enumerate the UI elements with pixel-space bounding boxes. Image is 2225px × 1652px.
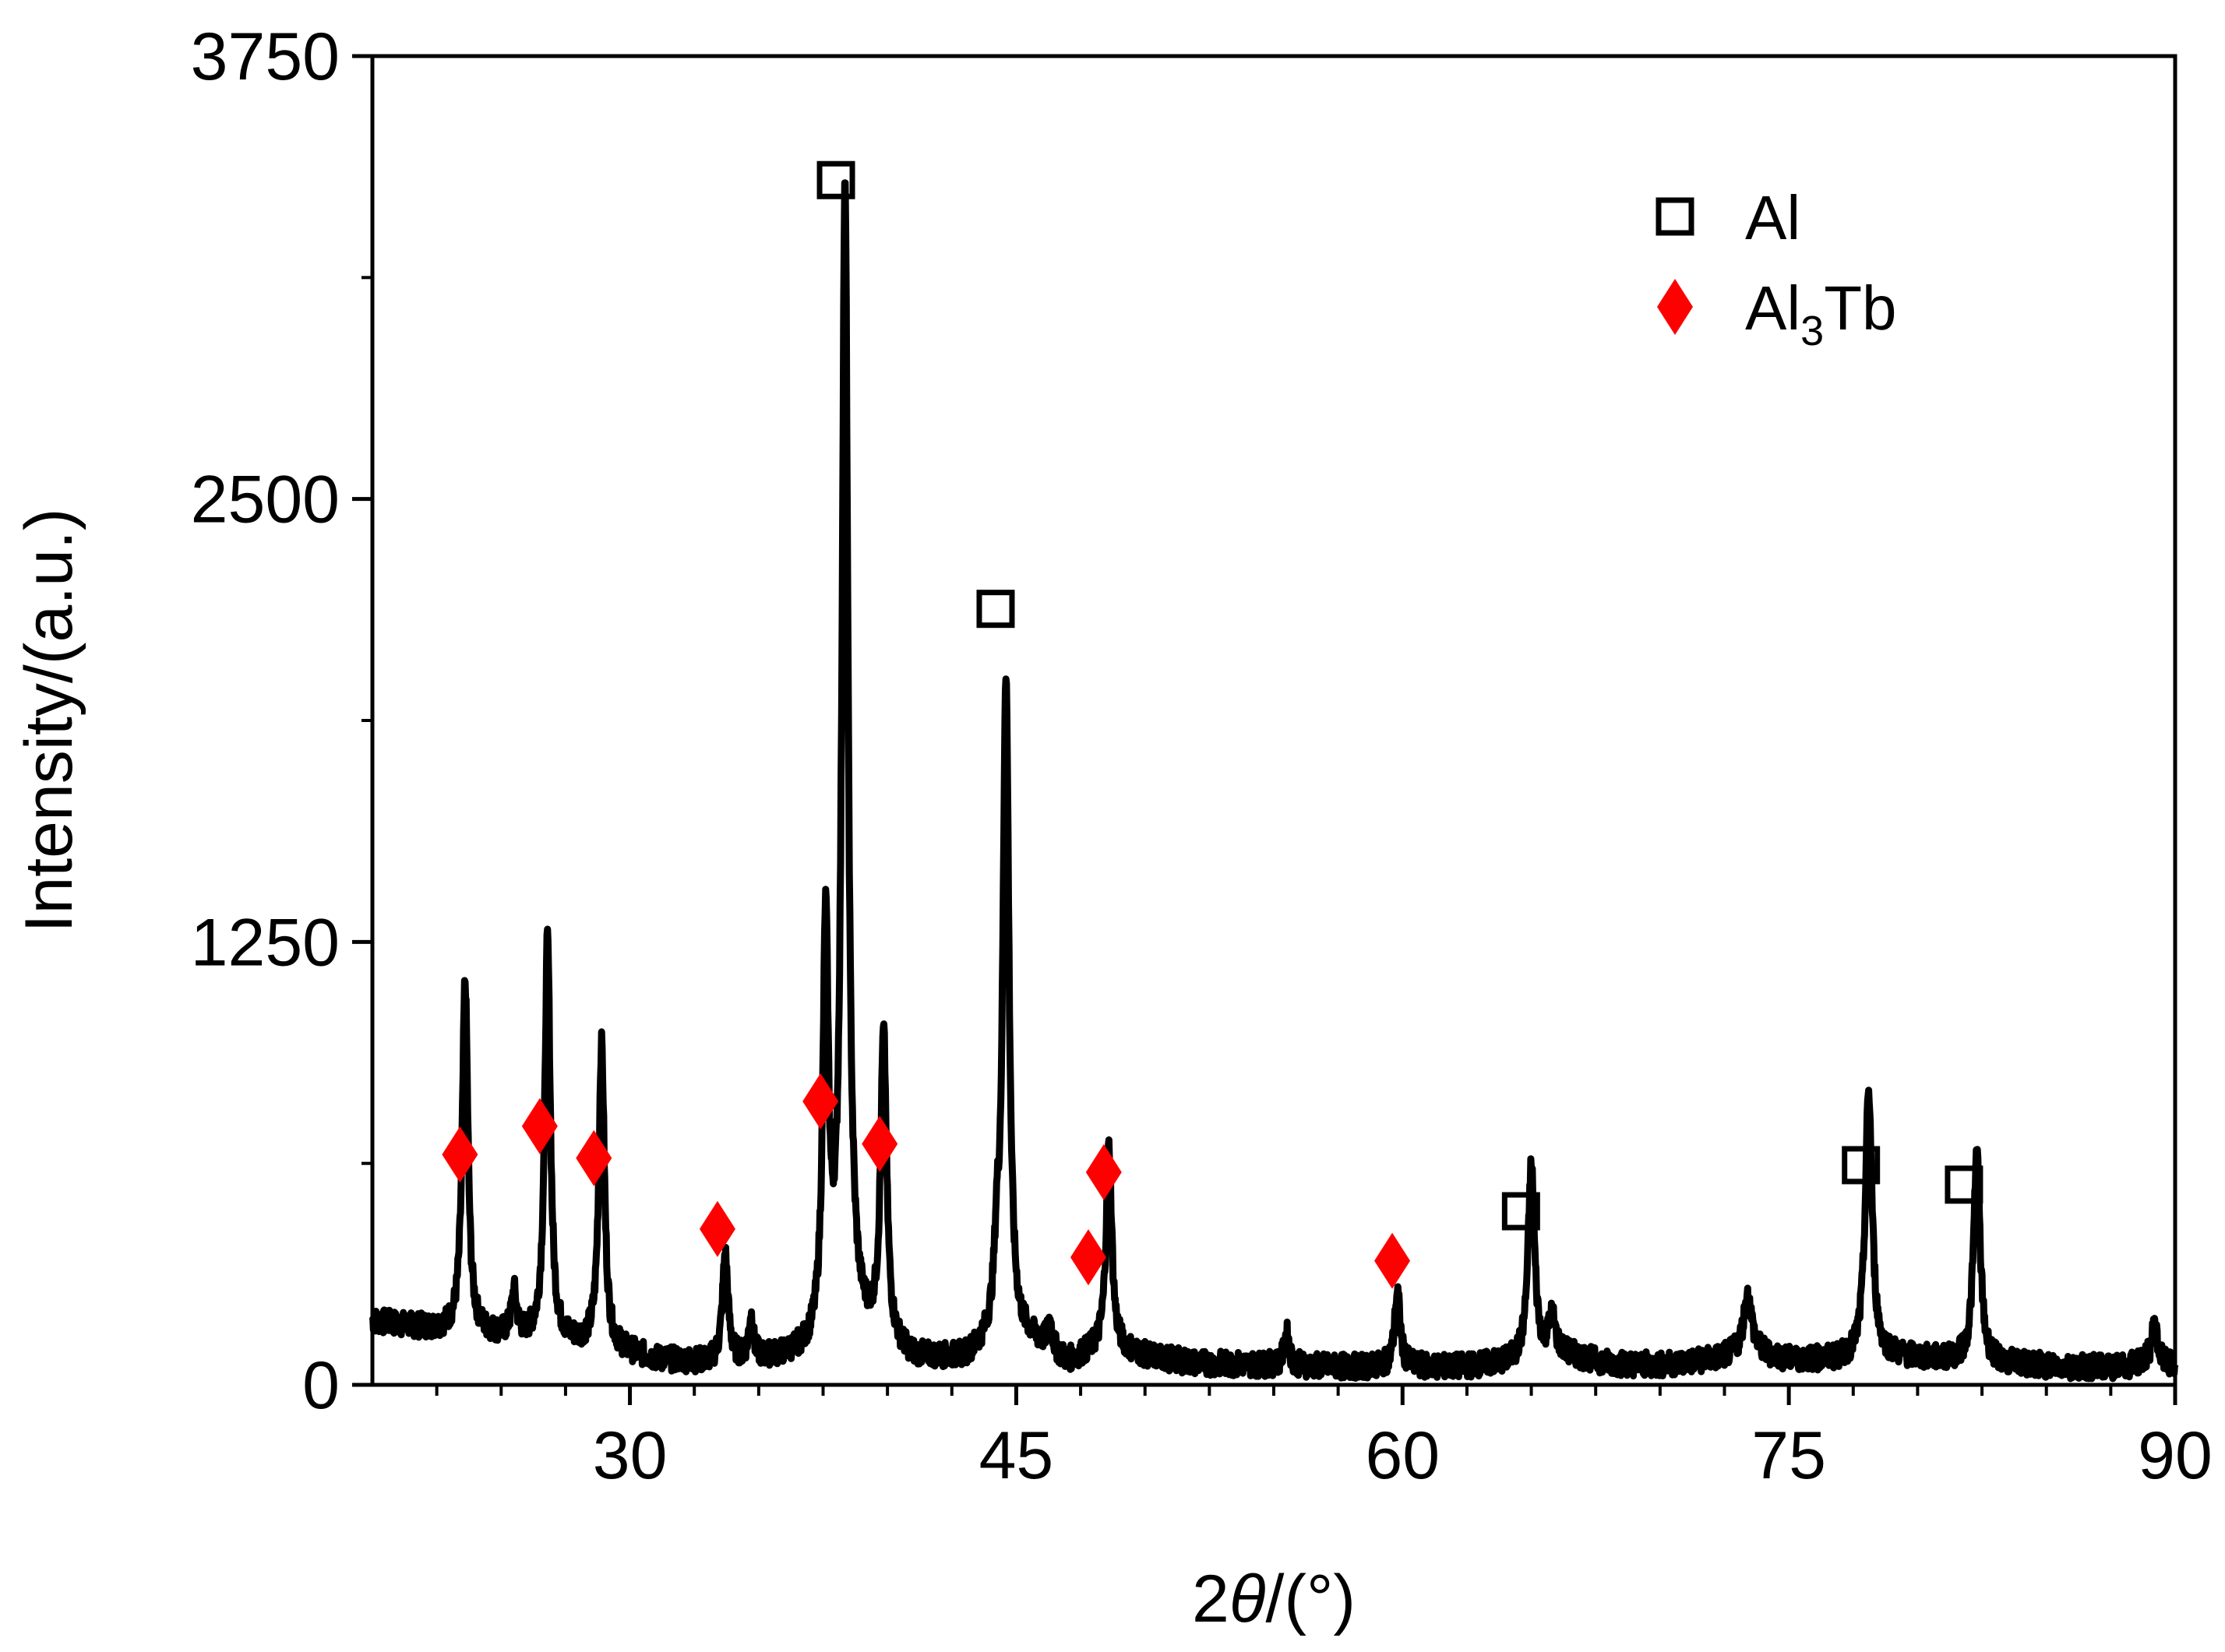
legend-al3tb-label: Al3Tb — [1745, 273, 1897, 354]
legend-al-square-icon — [1656, 197, 1694, 236]
y-tick-label: 3750 — [191, 19, 340, 94]
al-peak-marker — [1842, 1146, 1881, 1185]
xrd-pattern-line — [368, 179, 2179, 1383]
x-tick-label: 30 — [593, 1418, 668, 1493]
legend: Al Al3Tb — [1656, 183, 1897, 354]
x-tick-label: 90 — [2138, 1418, 2213, 1493]
x-axis-title: 2θ/(°) — [1192, 1562, 1356, 1636]
y-tick-label: 2500 — [191, 463, 340, 537]
al3tb-peak-marker — [1085, 1144, 1122, 1201]
plot-area — [368, 160, 2179, 1383]
x-tick-label: 45 — [979, 1418, 1054, 1493]
al3tb-peak-marker — [1374, 1232, 1411, 1289]
al-peak-marker — [816, 160, 855, 199]
al-peak-marker — [976, 590, 1015, 629]
x-tick-label: 75 — [1751, 1418, 1826, 1493]
y-tick-label: 1250 — [191, 905, 340, 980]
al3tb-peak-marker — [521, 1097, 558, 1154]
y-axis-title: Intensity/(a.u.) — [12, 509, 86, 933]
al3tb-peak-marker — [576, 1129, 612, 1186]
al3tb-peak-marker — [862, 1115, 898, 1172]
al3tb-peak-marker — [802, 1073, 839, 1130]
al3tb-peak-marker — [1070, 1229, 1106, 1286]
al3tb-peak-marker — [442, 1126, 478, 1183]
legend-al-label: Al — [1745, 183, 1800, 252]
al-peak-marker — [1501, 1192, 1540, 1231]
al3tb-peak-marker — [699, 1200, 735, 1257]
axes: 30 45 60 75 90 0 1250 2500 3750 2θ/(°) Intensity/(… — [12, 19, 2213, 1636]
x-tick-label: 60 — [1365, 1418, 1440, 1493]
legend-al3tb-diamond-icon — [1657, 279, 1693, 335]
y-tick-label: 0 — [302, 1348, 340, 1423]
al-peak-marker — [1945, 1165, 1983, 1204]
